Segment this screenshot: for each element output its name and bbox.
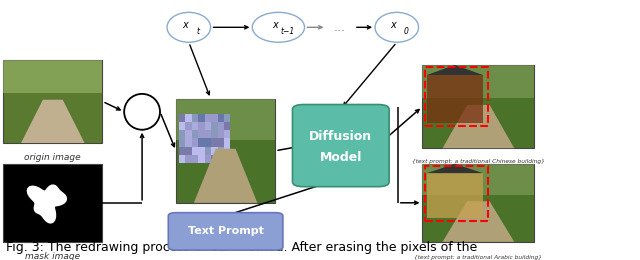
FancyBboxPatch shape bbox=[179, 122, 186, 130]
Text: x: x bbox=[273, 20, 278, 30]
FancyBboxPatch shape bbox=[198, 147, 205, 155]
FancyBboxPatch shape bbox=[186, 122, 192, 130]
FancyBboxPatch shape bbox=[422, 65, 534, 148]
FancyBboxPatch shape bbox=[211, 139, 218, 147]
FancyBboxPatch shape bbox=[176, 99, 275, 140]
FancyBboxPatch shape bbox=[205, 147, 211, 155]
FancyBboxPatch shape bbox=[3, 164, 102, 242]
FancyBboxPatch shape bbox=[179, 114, 186, 122]
FancyBboxPatch shape bbox=[218, 130, 224, 138]
Ellipse shape bbox=[167, 12, 211, 42]
FancyBboxPatch shape bbox=[205, 139, 211, 147]
FancyBboxPatch shape bbox=[218, 139, 224, 147]
Polygon shape bbox=[427, 164, 483, 173]
FancyBboxPatch shape bbox=[192, 122, 198, 130]
Text: {text prompt: a traditional Arabic building}: {text prompt: a traditional Arabic build… bbox=[415, 255, 543, 260]
Polygon shape bbox=[427, 65, 483, 75]
FancyBboxPatch shape bbox=[218, 155, 224, 163]
FancyBboxPatch shape bbox=[224, 130, 230, 138]
FancyBboxPatch shape bbox=[179, 147, 186, 155]
Ellipse shape bbox=[375, 12, 419, 42]
FancyBboxPatch shape bbox=[192, 139, 198, 147]
FancyBboxPatch shape bbox=[205, 130, 211, 138]
Polygon shape bbox=[28, 185, 67, 223]
FancyBboxPatch shape bbox=[198, 155, 205, 163]
FancyBboxPatch shape bbox=[176, 99, 275, 203]
FancyBboxPatch shape bbox=[224, 155, 230, 163]
Text: ...: ... bbox=[333, 21, 345, 34]
FancyBboxPatch shape bbox=[224, 122, 230, 130]
Text: x: x bbox=[391, 20, 396, 30]
FancyBboxPatch shape bbox=[205, 114, 211, 122]
FancyBboxPatch shape bbox=[422, 164, 534, 242]
Text: noise image: noise image bbox=[198, 213, 253, 222]
FancyBboxPatch shape bbox=[179, 130, 186, 138]
FancyBboxPatch shape bbox=[198, 139, 205, 147]
FancyBboxPatch shape bbox=[218, 147, 224, 155]
FancyBboxPatch shape bbox=[186, 147, 192, 155]
FancyBboxPatch shape bbox=[211, 130, 218, 138]
FancyBboxPatch shape bbox=[211, 114, 218, 122]
Polygon shape bbox=[443, 105, 515, 148]
FancyBboxPatch shape bbox=[186, 139, 192, 147]
Polygon shape bbox=[443, 201, 515, 242]
FancyBboxPatch shape bbox=[205, 155, 211, 163]
FancyBboxPatch shape bbox=[205, 122, 211, 130]
FancyBboxPatch shape bbox=[224, 147, 230, 155]
Text: x: x bbox=[183, 20, 188, 30]
Text: t: t bbox=[196, 28, 199, 36]
Text: t−1: t−1 bbox=[280, 28, 294, 36]
Text: origin image: origin image bbox=[24, 153, 81, 162]
FancyBboxPatch shape bbox=[192, 147, 198, 155]
Text: 0: 0 bbox=[403, 28, 408, 36]
FancyBboxPatch shape bbox=[186, 155, 192, 163]
FancyBboxPatch shape bbox=[218, 114, 224, 122]
FancyBboxPatch shape bbox=[224, 139, 230, 147]
FancyBboxPatch shape bbox=[211, 122, 218, 130]
Text: Fig. 3: The redrawing process of our method. After erasing the pixels of the: Fig. 3: The redrawing process of our met… bbox=[6, 240, 477, 253]
Ellipse shape bbox=[252, 12, 305, 42]
FancyBboxPatch shape bbox=[427, 75, 483, 123]
FancyBboxPatch shape bbox=[224, 114, 230, 122]
FancyBboxPatch shape bbox=[198, 122, 205, 130]
FancyBboxPatch shape bbox=[179, 155, 186, 163]
FancyBboxPatch shape bbox=[168, 213, 283, 250]
FancyBboxPatch shape bbox=[186, 130, 192, 138]
Polygon shape bbox=[21, 100, 84, 143]
FancyBboxPatch shape bbox=[198, 130, 205, 138]
FancyBboxPatch shape bbox=[3, 60, 102, 93]
FancyBboxPatch shape bbox=[192, 114, 198, 122]
Text: Diffusion: Diffusion bbox=[309, 130, 372, 143]
Polygon shape bbox=[194, 149, 257, 203]
FancyBboxPatch shape bbox=[211, 147, 218, 155]
FancyBboxPatch shape bbox=[292, 105, 389, 187]
Text: Text Prompt: Text Prompt bbox=[188, 226, 264, 236]
FancyBboxPatch shape bbox=[198, 114, 205, 122]
Text: mask image: mask image bbox=[25, 252, 81, 260]
FancyBboxPatch shape bbox=[427, 173, 483, 218]
Ellipse shape bbox=[124, 94, 160, 130]
FancyBboxPatch shape bbox=[422, 164, 534, 195]
FancyBboxPatch shape bbox=[218, 122, 224, 130]
Text: Model: Model bbox=[319, 152, 362, 165]
FancyBboxPatch shape bbox=[179, 139, 186, 147]
FancyBboxPatch shape bbox=[186, 114, 192, 122]
FancyBboxPatch shape bbox=[3, 60, 102, 143]
Text: {text prompt: a traditional Chinese building}: {text prompt: a traditional Chinese buil… bbox=[412, 159, 545, 164]
FancyBboxPatch shape bbox=[422, 65, 534, 98]
FancyBboxPatch shape bbox=[211, 155, 218, 163]
FancyBboxPatch shape bbox=[192, 155, 198, 163]
FancyBboxPatch shape bbox=[192, 130, 198, 138]
